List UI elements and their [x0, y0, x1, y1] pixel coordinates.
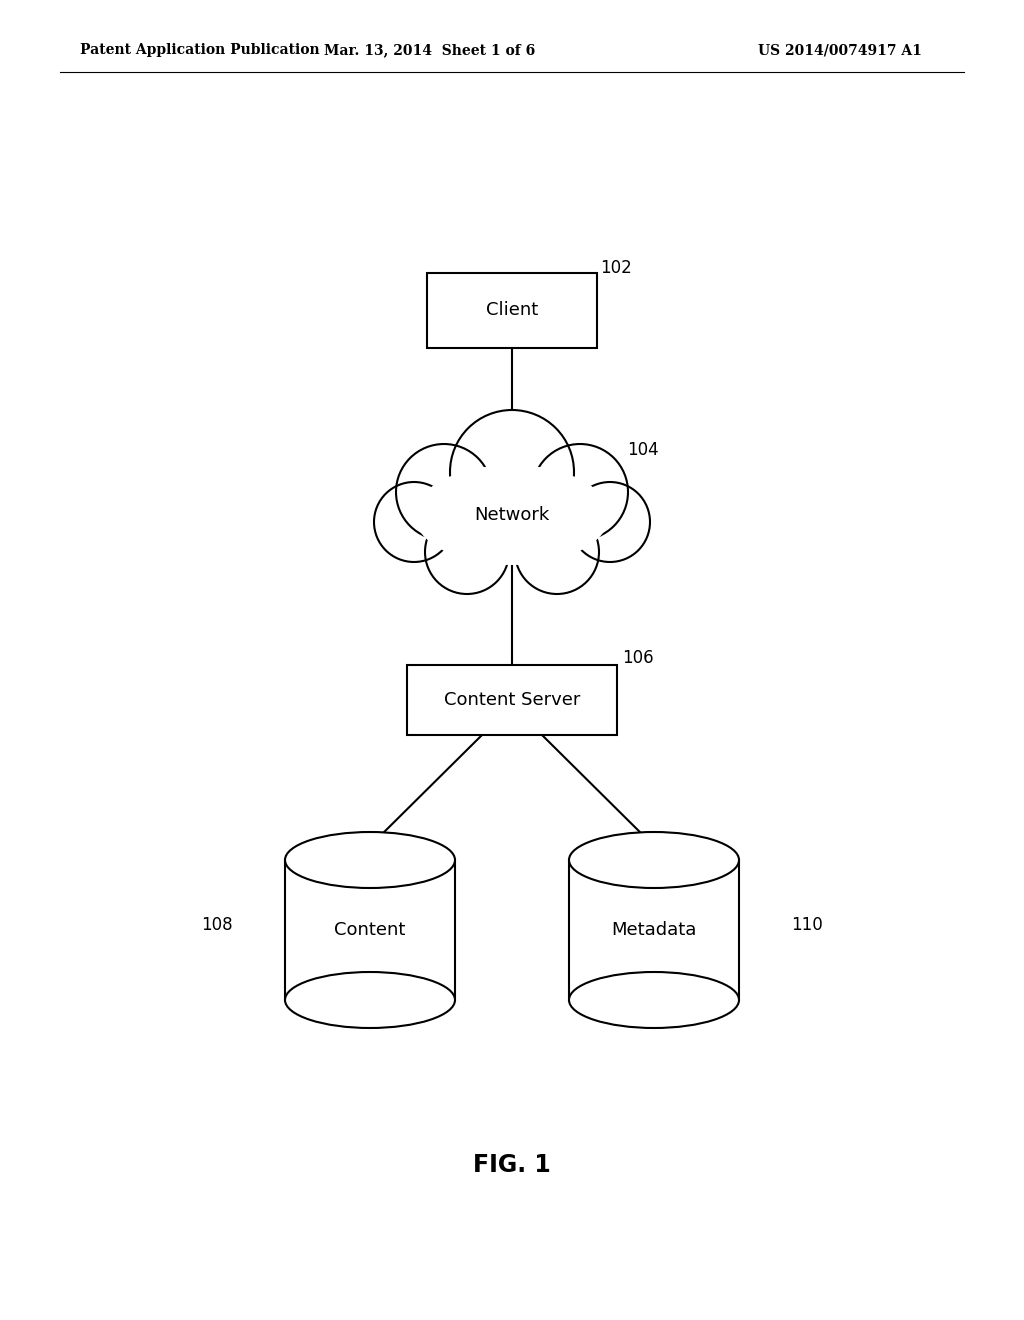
Text: 106: 106 — [622, 649, 653, 667]
Ellipse shape — [569, 972, 739, 1028]
Circle shape — [515, 510, 599, 594]
Text: Patent Application Publication: Patent Application Publication — [80, 44, 319, 57]
Bar — [285, 861, 455, 1001]
Text: 108: 108 — [202, 916, 233, 935]
Bar — [569, 861, 739, 1001]
Text: Mar. 13, 2014  Sheet 1 of 6: Mar. 13, 2014 Sheet 1 of 6 — [325, 44, 536, 57]
Text: Network: Network — [474, 506, 550, 524]
Text: US 2014/0074917 A1: US 2014/0074917 A1 — [758, 44, 922, 57]
Bar — [407, 665, 617, 735]
Circle shape — [425, 510, 509, 594]
Text: Client: Client — [485, 301, 539, 319]
Ellipse shape — [569, 832, 739, 888]
Text: Content Server: Content Server — [443, 690, 581, 709]
Bar — [427, 272, 597, 347]
Text: 102: 102 — [600, 259, 632, 277]
Text: Content: Content — [334, 921, 406, 939]
Ellipse shape — [285, 972, 455, 1028]
Circle shape — [532, 444, 628, 540]
Circle shape — [374, 482, 454, 562]
Circle shape — [570, 482, 650, 562]
Circle shape — [450, 411, 574, 535]
Ellipse shape — [285, 832, 455, 888]
Text: 104: 104 — [627, 441, 658, 459]
Circle shape — [396, 444, 492, 540]
Text: 110: 110 — [791, 916, 822, 935]
Text: FIG. 1: FIG. 1 — [473, 1152, 551, 1177]
Ellipse shape — [415, 465, 609, 565]
Text: Metadata: Metadata — [611, 921, 696, 939]
